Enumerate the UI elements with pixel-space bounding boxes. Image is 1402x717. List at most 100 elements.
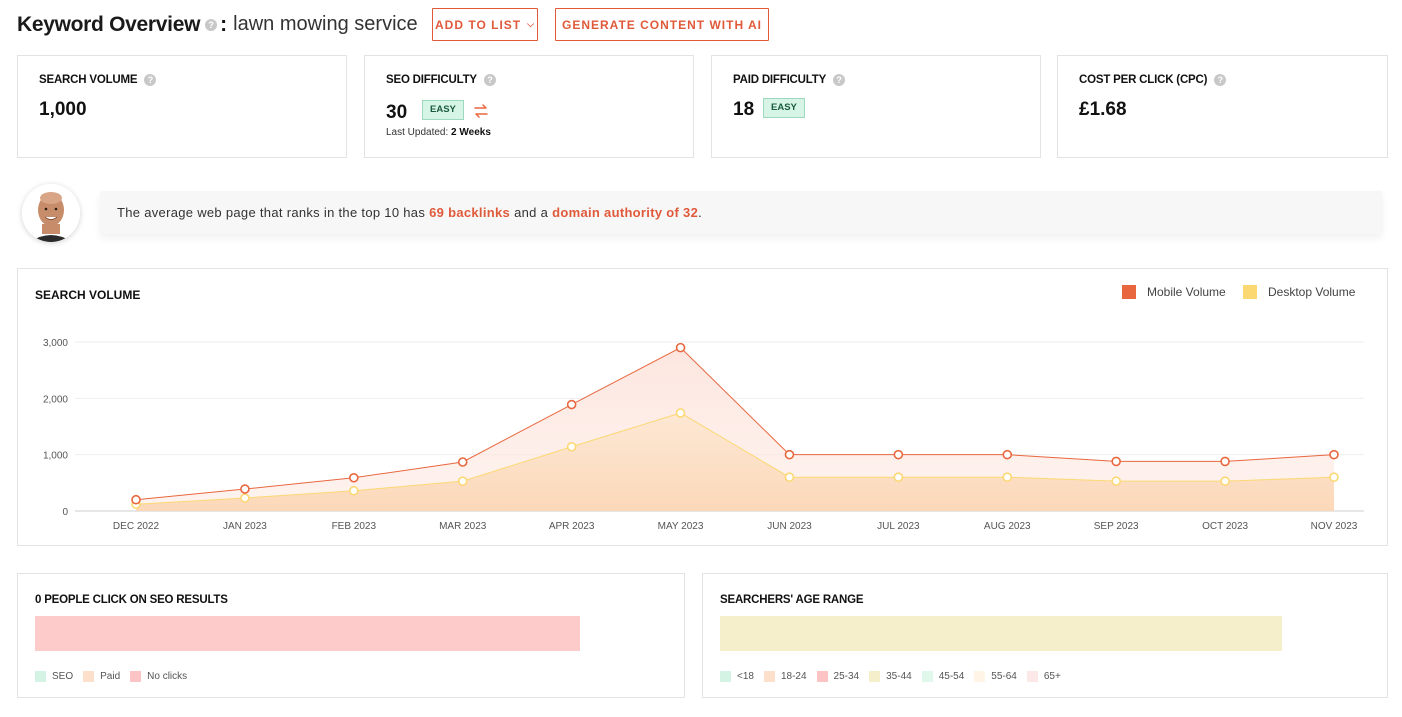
help-icon[interactable]: ?: [144, 74, 157, 86]
x-tick-label: OCT 2023: [1202, 521, 1248, 532]
paid-difficulty-card: PAID DIFFICULTY ? 18 EASY: [711, 55, 1041, 158]
age-range-legend-item[interactable]: <18: [720, 671, 754, 682]
help-icon[interactable]: ?: [205, 18, 218, 31]
chart-title: SEARCH VOLUME: [35, 288, 141, 302]
legend-swatch: [1122, 285, 1136, 299]
desktop-volume-point[interactable]: [1111, 476, 1121, 486]
legend-label: 18-24: [780, 671, 807, 682]
banner-middle: and a: [514, 205, 549, 220]
legend-label: No clicks: [147, 671, 188, 682]
legend-swatch: [763, 671, 775, 682]
age-range-legend-item[interactable]: 45-54: [921, 671, 964, 682]
backlinks-highlight: 69 backlinks: [429, 205, 511, 220]
insight-banner: The average web page that ranks in the t…: [100, 191, 1382, 234]
help-icon[interactable]: ?: [483, 74, 496, 86]
desktop-volume-point[interactable]: [784, 472, 795, 482]
x-tick-label: JUN 2023: [767, 521, 812, 532]
desktop-volume-point[interactable]: [1329, 472, 1339, 482]
age-range-legend-item[interactable]: 55-64: [974, 671, 1017, 682]
legend-label: Paid: [100, 671, 121, 682]
legend-desktop[interactable]: Desktop Volume: [1243, 285, 1355, 299]
seo-clicks-bar[interactable]: [35, 616, 580, 651]
desktop-volume-area: [136, 412, 1334, 511]
mobile-volume-point[interactable]: [349, 472, 359, 483]
add-to-list-button[interactable]: ADD TO LIST ⌵: [432, 8, 538, 41]
legend-label: <18: [737, 671, 754, 682]
age-range-legend-item[interactable]: 65+: [1026, 671, 1061, 682]
paid-difficulty-label: PAID DIFFICULTY ?: [733, 74, 848, 86]
refresh-icon[interactable]: [472, 102, 490, 120]
x-tick-label: MAR 2023: [439, 521, 487, 532]
mobile-volume-point[interactable]: [131, 494, 141, 505]
x-tick-label: SEP 2023: [1094, 521, 1139, 532]
x-tick-label: DEC 2022: [113, 521, 160, 532]
mobile-volume-point[interactable]: [566, 399, 577, 410]
paid-difficulty-value: 18: [733, 99, 755, 120]
legend-swatch: [130, 671, 142, 682]
x-tick-label: MAY 2023: [658, 521, 704, 532]
mobile-volume-point[interactable]: [675, 342, 686, 353]
cpc-value: £1.68: [1079, 99, 1127, 120]
age-range-legend-item[interactable]: 18-24: [763, 671, 807, 682]
y-tick-label: 3,000: [43, 338, 68, 349]
age-range-legend-item[interactable]: 35-44: [869, 671, 912, 682]
legend-swatch: [720, 671, 731, 682]
seo-clicks-legend-item[interactable]: Paid: [83, 671, 120, 682]
desktop-volume-point[interactable]: [240, 493, 250, 503]
mobile-volume-point[interactable]: [784, 449, 795, 460]
legend-swatch: [35, 671, 46, 682]
mobile-volume-point[interactable]: [893, 449, 904, 460]
x-tick-label: JUL 2023: [877, 521, 920, 532]
mobile-volume-point[interactable]: [1329, 449, 1339, 460]
legend-swatch: [1243, 285, 1257, 299]
mobile-volume-point[interactable]: [1002, 449, 1013, 460]
mobile-volume-point[interactable]: [457, 457, 468, 467]
desktop-volume-point[interactable]: [566, 441, 577, 452]
last-updated: Last Updated: 2 Weeks: [386, 127, 491, 138]
generate-content-button[interactable]: GENERATE CONTENT WITH AI: [555, 8, 769, 41]
chevron-down-icon: ⌵: [527, 19, 535, 29]
seo-clicks-title: 0 PEOPLE CLICK ON SEO RESULTS: [35, 594, 228, 606]
legend-swatch: [974, 671, 986, 682]
legend-mobile[interactable]: Mobile Volume: [1122, 285, 1226, 299]
desktop-volume-point[interactable]: [349, 485, 359, 496]
y-tick-label: 2,000: [43, 394, 68, 405]
seo-clicks-legend-item[interactable]: SEO: [35, 671, 73, 682]
desktop-volume-line: [135, 412, 1335, 505]
desktop-volume-point[interactable]: [457, 476, 468, 486]
page-title: Keyword Overview: [17, 12, 201, 36]
desktop-volume-point[interactable]: [1002, 472, 1013, 482]
x-tick-label: AUG 2023: [984, 521, 1031, 532]
mobile-volume-point[interactable]: [1111, 456, 1121, 467]
help-icon[interactable]: ?: [1214, 74, 1227, 86]
search-volume-value: 1,000: [39, 99, 87, 120]
age-range-bar[interactable]: [720, 616, 1282, 651]
legend-label: SEO: [52, 671, 74, 682]
cpc-label: COST PER CLICK (CPC) ?: [1079, 74, 1229, 86]
mobile-volume-line: [135, 347, 1335, 501]
mobile-volume-point[interactable]: [240, 484, 250, 494]
legend-swatch: [869, 671, 881, 682]
age-range-legend-item[interactable]: 25-34: [816, 671, 860, 682]
legend-swatch: [83, 671, 95, 682]
legend-label: 25-34: [833, 671, 860, 682]
search-volume-chart-card: SEARCH VOLUME Mobile Volume Desktop Volu…: [17, 268, 1388, 546]
help-icon[interactable]: ?: [833, 74, 846, 86]
mobile-volume-point[interactable]: [1220, 456, 1230, 467]
authority-highlight: domain authority of 32: [552, 205, 699, 220]
desktop-volume-point[interactable]: [675, 408, 686, 418]
generate-content-label: GENERATE CONTENT WITH AI: [562, 17, 762, 32]
avatar-portrait-icon: [22, 184, 80, 242]
desktop-volume-point[interactable]: [1220, 476, 1230, 486]
difficulty-badge: EASY: [763, 98, 805, 118]
legend-label: 65+: [1043, 671, 1061, 682]
banner-suffix: .: [698, 205, 703, 220]
y-tick-label: 0: [62, 507, 68, 518]
seo-difficulty-label: SEO DIFFICULTY ?: [386, 74, 499, 86]
search-volume-chart: 0 1,000 2,000 3,000 DEC 2022 JAN 2023 FEB 2023…: [43, 338, 1364, 532]
age-range-legend: <18 18-24 25-34 35-44 45-54 55-64 65+: [720, 671, 1071, 682]
seo-difficulty-value: 30: [386, 102, 408, 123]
keyword-text: lawn mowing service: [233, 13, 418, 35]
seo-clicks-legend-item[interactable]: No clicks: [130, 671, 187, 682]
desktop-volume-point[interactable]: [893, 472, 904, 482]
